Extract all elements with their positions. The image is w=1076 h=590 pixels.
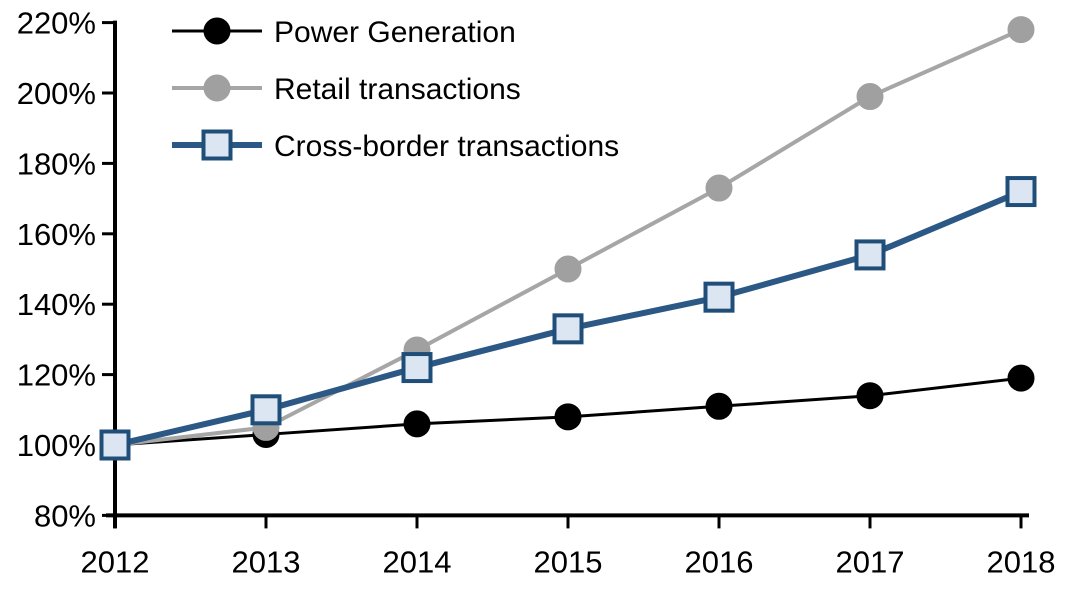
y-tick-label: 180% xyxy=(17,146,96,181)
data-point-marker xyxy=(856,83,884,111)
data-point-marker xyxy=(403,410,431,438)
data-point-marker xyxy=(705,392,733,420)
series-layer xyxy=(99,16,1037,461)
data-point-marker xyxy=(1007,364,1035,392)
y-tick-label: 80% xyxy=(34,498,96,533)
x-tick-label: 2018 xyxy=(987,544,1056,579)
legend: Power Generation Retail transactions Cross… xyxy=(172,16,619,163)
axes-layer: 220% 200% 180% 160% 140% 120% 100% 80% 2012 2013 2… xyxy=(17,6,1056,580)
x-tick-label: 2014 xyxy=(383,544,452,579)
x-tick-label: 2017 xyxy=(836,544,905,579)
data-point-marker xyxy=(1005,176,1037,208)
data-point-marker xyxy=(552,313,584,345)
data-point-marker xyxy=(1007,16,1035,44)
data-point-marker xyxy=(99,429,131,461)
data-point-marker xyxy=(401,352,433,384)
x-tick-label: 2016 xyxy=(685,544,754,579)
legend-item-cross-border-transactions: Cross-border transactions xyxy=(172,129,619,163)
data-point-marker xyxy=(203,17,231,45)
legend-label: Cross-border transactions xyxy=(274,130,619,163)
data-point-marker xyxy=(201,129,233,161)
y-tick-label: 100% xyxy=(17,428,96,463)
data-point-marker xyxy=(250,394,282,426)
series-cross-border-transactions xyxy=(99,176,1037,461)
data-point-marker xyxy=(554,403,582,431)
legend-label: Power Generation xyxy=(274,16,516,49)
legend-item-power-generation: Power Generation xyxy=(172,16,516,49)
legend-item-retail-transactions: Retail transactions xyxy=(172,73,521,106)
data-point-marker xyxy=(203,74,231,102)
series-line-retail-transactions xyxy=(113,27,1023,447)
y-tick-label: 120% xyxy=(17,358,96,393)
x-tick-label: 2012 xyxy=(81,544,150,579)
y-tick-label: 140% xyxy=(17,287,96,322)
y-tick-label: 200% xyxy=(17,76,96,111)
y-tick-label: 220% xyxy=(17,6,96,41)
y-tick-label: 160% xyxy=(17,217,96,252)
legend-label: Retail transactions xyxy=(274,73,521,106)
x-tick-label: 2013 xyxy=(232,544,301,579)
data-point-marker xyxy=(854,239,886,271)
series-power-generation xyxy=(101,364,1035,459)
data-point-marker xyxy=(703,281,735,313)
data-point-marker xyxy=(705,174,733,202)
x-tick-label: 2015 xyxy=(534,544,603,579)
data-point-marker xyxy=(856,382,884,410)
data-point-marker xyxy=(554,255,582,283)
